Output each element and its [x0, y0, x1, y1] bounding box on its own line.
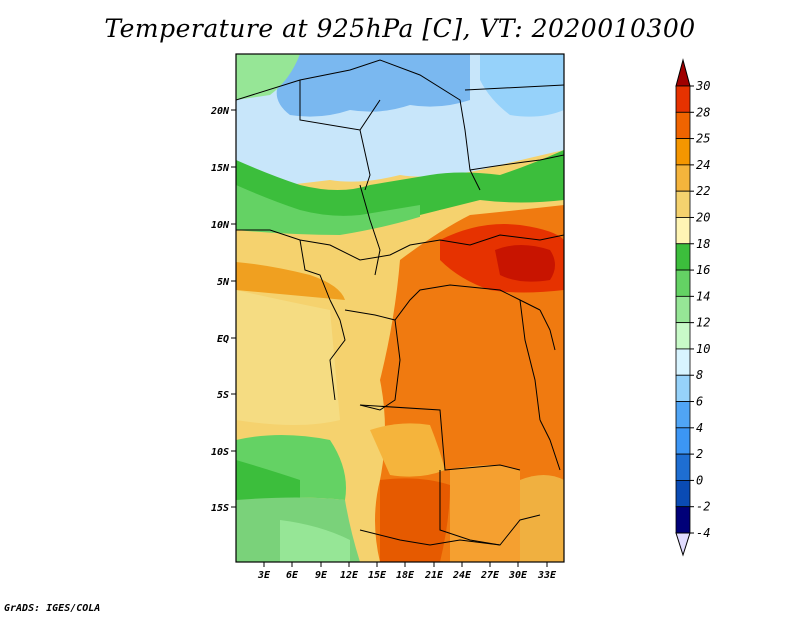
colorbar-swatch: [675, 480, 691, 508]
colorbar-label: 18: [696, 237, 710, 251]
lon-label: 30E: [508, 570, 528, 581]
credit-label: GrADS: IGES/COLA: [4, 603, 101, 614]
map-title: Temperature at 925hPa [C], VT: 202001030…: [104, 14, 696, 43]
colorbar-label: 10: [696, 342, 710, 356]
colorbar-top-arrow: [675, 58, 691, 87]
colorbar-swatch: [675, 111, 691, 139]
colorbar-swatch: [675, 243, 691, 271]
colorbar-bottom-arrow: [675, 532, 691, 557]
colorbar-label: 28: [696, 105, 710, 119]
colorbar-swatch: [675, 348, 691, 376]
lon-ticks: [263, 562, 548, 567]
colorbar-label: 12: [696, 316, 710, 330]
lon-labels: 3E 6E 9E 12E 15E 18E 21E 24E 27E 30E 33E: [257, 570, 557, 581]
colorbar-swatch: [675, 401, 691, 429]
colorbar-swatch: [675, 295, 691, 324]
colorbar-swatch: [675, 217, 691, 245]
colorbar-swatch: [675, 138, 691, 166]
colorbar-swatch: [675, 190, 691, 218]
colorbar-label: 16: [696, 263, 710, 277]
lat-label: EQ: [217, 334, 229, 345]
colorbar-label: -4: [696, 526, 710, 540]
colorbar-label: 0: [696, 473, 703, 487]
colorbar-swatch: [675, 427, 691, 455]
colorbar-swatch: [675, 374, 691, 402]
lat-label: 10S: [211, 447, 229, 458]
colorbar-label: 24: [696, 158, 710, 172]
country-boundaries: [236, 59, 564, 546]
colorbar-label: 4: [696, 421, 703, 435]
lat-label: 15N: [211, 163, 230, 174]
colorbar-swatch: [675, 269, 691, 297]
lon-label: 15E: [368, 570, 387, 581]
lat-label: 10N: [211, 220, 230, 231]
lon-label: 18E: [396, 570, 415, 581]
lon-label: 9E: [315, 570, 328, 581]
lon-label: 12E: [340, 570, 359, 581]
colorbar-swatch: [675, 164, 691, 192]
colorbar-label: 22: [696, 184, 710, 198]
colorbar-label: 14: [696, 289, 710, 303]
lon-label: 3E: [257, 570, 271, 581]
colorbar-swatch: [675, 85, 691, 113]
colorbar-label: -2: [696, 500, 710, 514]
colorbar-label: 20: [696, 210, 710, 224]
lat-label: 5S: [217, 390, 229, 401]
lon-label: 33E: [537, 570, 557, 581]
colorbar-swatch: [675, 506, 691, 534]
lon-label: 6E: [286, 570, 299, 581]
colorbar-label: 25: [696, 132, 710, 146]
lat-ticks: [231, 109, 236, 508]
colorbar-swatch: [675, 453, 691, 481]
colorbar-label: 6: [696, 395, 703, 409]
lon-label: 21E: [424, 570, 444, 581]
lon-label: 27E: [480, 570, 500, 581]
colorbar-label: 2: [696, 447, 703, 461]
temperature-field: [236, 54, 564, 562]
lat-label: 15S: [211, 503, 229, 514]
colorbar-label: 30: [695, 79, 710, 93]
lon-label: 24E: [452, 570, 472, 581]
map-frame: [235, 53, 565, 563]
lat-label: 5N: [217, 277, 230, 288]
colorbar-label: 8: [696, 368, 703, 382]
colorbar-swatch: [675, 322, 691, 350]
lat-label: 20N: [210, 106, 230, 117]
lat-labels: 20N 15N 10N 5N EQ 5S 10S 15S: [210, 106, 230, 514]
